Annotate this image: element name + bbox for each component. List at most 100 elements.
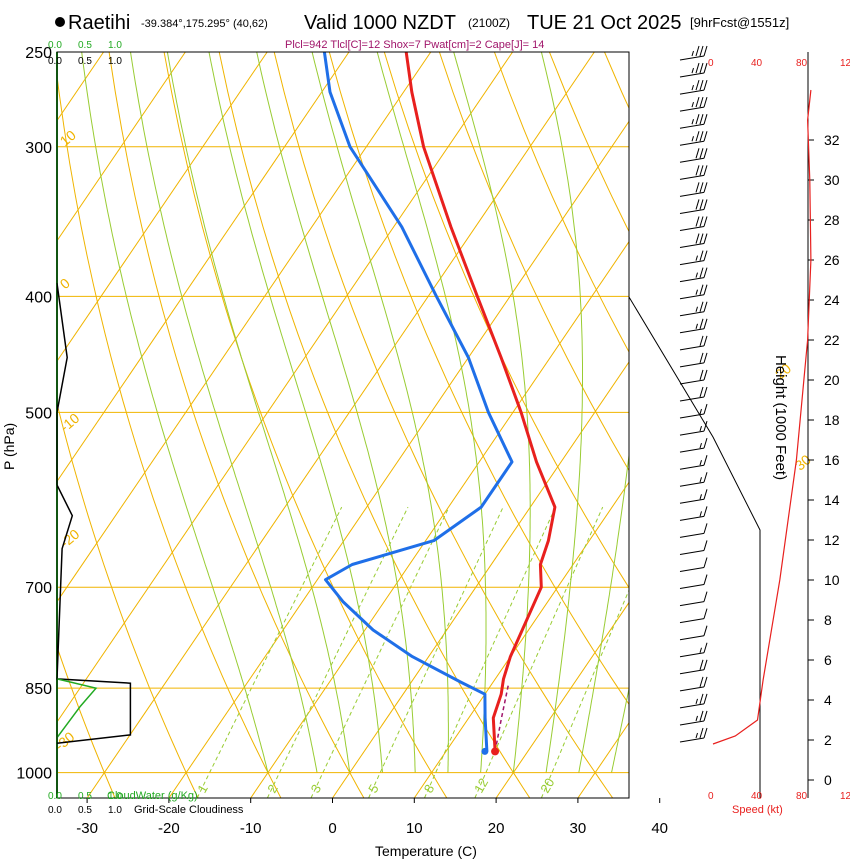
station-dot [55, 17, 65, 27]
wind-barb-feather [703, 472, 708, 483]
y-tick-label: 1000 [16, 766, 52, 783]
wind-barb-feather [703, 693, 708, 705]
wind-barb [679, 182, 708, 197]
wind-barb-feather [699, 369, 704, 381]
wind-barb-feather [695, 216, 700, 227]
dry-adiabat [57, 401, 199, 798]
wind-barb-half [699, 408, 702, 415]
isotherm-line [332, 361, 629, 798]
cl-bottom-tick-0: 0.0 [48, 805, 62, 816]
wind-barb [679, 114, 708, 129]
wind-barb-feather [695, 62, 700, 74]
wind-barb [679, 318, 708, 334]
cw-top-tick-1: 0.5 [78, 40, 92, 51]
cloudiness-legend: Grid-Scale Cloudiness [134, 804, 244, 816]
wind-barb-staff [679, 55, 705, 61]
wind-barb-staff [679, 532, 705, 538]
wind-barb-feather [703, 455, 708, 466]
isotherm-line [250, 240, 629, 798]
isotherm-line [495, 601, 629, 798]
height-tick-label: 8 [824, 612, 832, 628]
wind-barb-feather [703, 182, 708, 193]
speed-top-tick-3: 12 [840, 58, 850, 69]
wind-barb-staff [679, 362, 705, 368]
isotherm-line [660, 52, 850, 798]
isotherm-line [57, 52, 513, 723]
wind-barb-feather [699, 727, 704, 739]
cw-top-tick-2: 1.0 [108, 40, 122, 51]
speed-top-tick-1: 40 [751, 58, 763, 69]
wind-barb-feather [699, 165, 704, 176]
profiles [322, 52, 557, 756]
cl-bottom-tick-1: 0.5 [78, 805, 92, 816]
mixing-ratio-label: 2 [264, 782, 281, 796]
wind-barb-feather [699, 114, 704, 125]
mixing-ratio-line [368, 506, 504, 798]
cw-bottom-tick-1: 0.5 [78, 791, 92, 802]
wind-barb-staff [679, 703, 705, 709]
dry-adiabat [57, 71, 282, 798]
wind-barb-feather [699, 267, 704, 278]
dry-adiabat [383, 52, 629, 589]
y-tick-label: 400 [25, 289, 52, 306]
surface-temp-marker [491, 747, 500, 756]
temperature-line [404, 52, 557, 752]
wind-barb-staff [679, 208, 705, 214]
y-tick-label: 700 [25, 580, 52, 597]
wind-barb-feather [699, 335, 704, 346]
mixing-ratio-label: 12 [471, 775, 491, 795]
dry-adiabat [660, 52, 850, 798]
wind-barb-half [699, 460, 702, 466]
wind-barb-staff [679, 567, 705, 572]
wind-barb-feather [695, 165, 700, 176]
station-coords: -39.384°,175.295° (40,62) [141, 18, 268, 30]
stability-indices: Plcl=942 Tlcl[C]=12 Shox=7 Pwat[cm]=2 Ca… [285, 39, 544, 51]
wind-barb-feather [699, 182, 704, 193]
dry-adiabat [328, 52, 629, 706]
wind-barb-feather [703, 199, 708, 210]
dry-adiabat [438, 52, 629, 472]
wind-barb-feather [699, 97, 704, 108]
height-tick-label: 16 [824, 452, 840, 468]
wind-barb-feather [695, 233, 700, 244]
wind-panel [628, 45, 761, 798]
cl-top-tick-1: 0.5 [78, 56, 92, 67]
moist-adiabat [578, 450, 629, 773]
wind-barb [679, 199, 708, 214]
mixing-ratio-line [424, 506, 556, 798]
wind-barb-feather [703, 591, 708, 602]
wind-barb-half [699, 443, 702, 449]
wind-barb-feather [699, 284, 704, 295]
wind-barb-staff [679, 294, 705, 300]
wind-barb [679, 352, 708, 368]
wind-barb [679, 693, 708, 709]
dewpoint-line [322, 52, 514, 752]
cl-bottom-tick-2: 1.0 [108, 805, 122, 816]
wind-barb [679, 233, 708, 249]
wind-barb-feather [703, 216, 708, 227]
wind-barb [679, 608, 708, 624]
wind-barb-half [691, 119, 694, 125]
wind-barb [679, 79, 708, 95]
speed-bottom-tick-0: 0 [708, 791, 714, 802]
wind-barb-feather [695, 182, 700, 193]
wind-barb-feather [703, 79, 708, 91]
utc-time: (2100Z) [468, 16, 510, 30]
wind-barb-feather [699, 710, 704, 722]
mixing-ratio-label: 8 [421, 782, 438, 796]
wind-barb [679, 335, 708, 351]
wind-barb [679, 710, 708, 726]
wind-barb-half [695, 289, 698, 295]
height-tick-label: 6 [824, 652, 832, 668]
height-tick-label: 10 [824, 572, 840, 588]
wind-barb-half [695, 715, 698, 722]
wind-barb-staff [679, 430, 705, 436]
wind-barb-staff [679, 311, 705, 317]
speed-top-tick-0: 0 [708, 58, 714, 69]
height-tick-label: 30 [824, 172, 840, 188]
height-axis-title: Height (1000 Feet) [772, 355, 789, 480]
wind-barb-feather [703, 642, 708, 653]
speed-height-profile [712, 89, 812, 745]
wind-barb-feather [703, 267, 708, 278]
